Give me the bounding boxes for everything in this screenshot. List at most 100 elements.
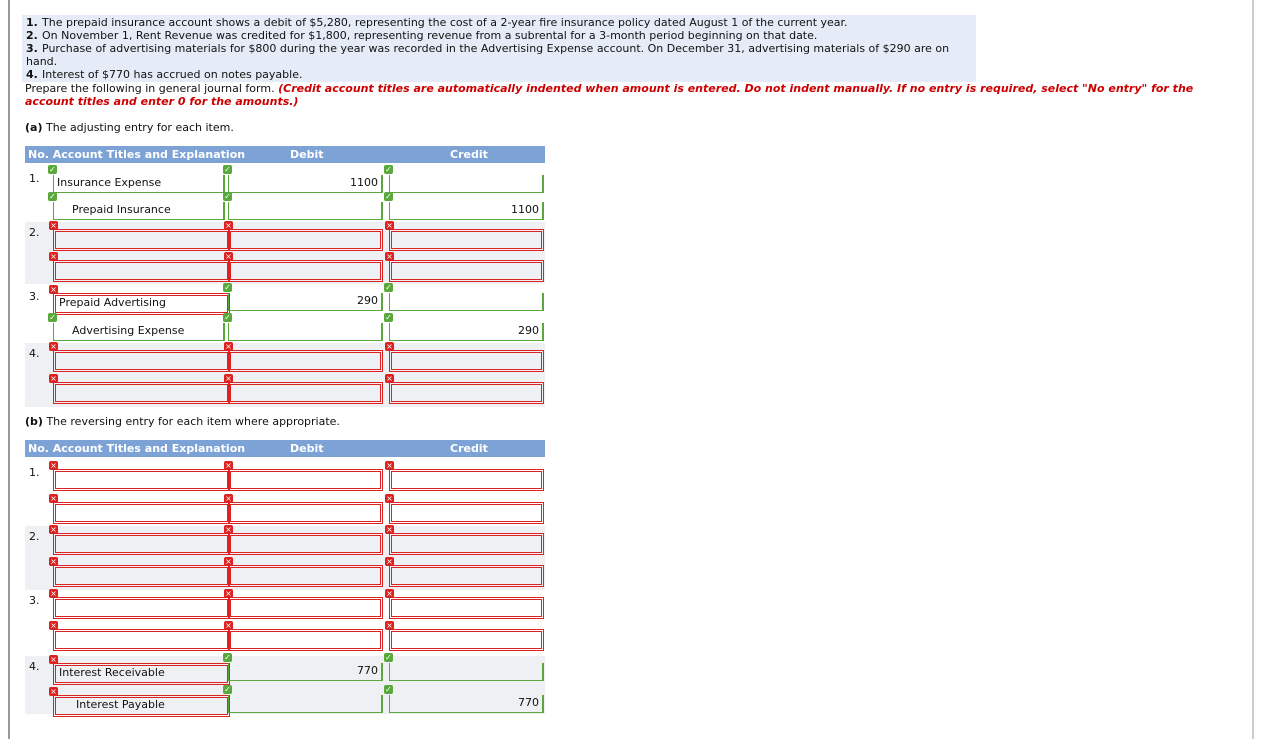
account-field[interactable]: × Interest Receivable xyxy=(49,655,230,685)
credit-field[interactable]: × xyxy=(385,621,544,651)
item-number: 3. xyxy=(26,42,38,55)
check-icon: ✓ xyxy=(223,283,232,292)
error-icon: × xyxy=(49,557,58,566)
account-field[interactable]: × Prepaid Advertising xyxy=(49,285,230,315)
error-icon: × xyxy=(385,525,394,534)
account-field[interactable]: ✓ Advertising Expense xyxy=(48,313,225,341)
item: 4. Interest of $770 has accrued on notes … xyxy=(26,68,972,81)
journal-row: × × × xyxy=(25,252,545,284)
credit-field[interactable]: × xyxy=(385,374,544,404)
debit-field[interactable]: × xyxy=(224,557,383,587)
credit-field[interactable]: ✓ xyxy=(384,653,544,681)
item-text: Interest of $770 has accrued on notes pa… xyxy=(42,68,303,81)
account-field[interactable]: × xyxy=(49,374,230,404)
credit-field[interactable]: ✓ 770 xyxy=(384,685,544,713)
account-value: Insurance Expense xyxy=(57,176,162,189)
debit-field[interactable]: × xyxy=(224,589,383,619)
journal-row: 3. × Prepaid Advertising ✓ 290 ✓ xyxy=(25,283,545,316)
account-field[interactable]: × xyxy=(49,621,230,651)
credit-field[interactable]: × xyxy=(385,252,544,282)
check-icon: ✓ xyxy=(48,313,57,322)
error-icon: × xyxy=(49,687,58,696)
journal-row: 2. × × × xyxy=(25,221,545,253)
credit-value: 1100 xyxy=(511,203,539,216)
credit-field[interactable]: ✓ 1100 xyxy=(384,192,544,220)
item-number: 1. xyxy=(26,16,38,29)
error-icon: × xyxy=(224,557,233,566)
debit-field[interactable]: ✓ xyxy=(223,313,383,341)
credit-field[interactable]: ✓ 290 xyxy=(384,313,544,341)
debit-field[interactable]: ✓ xyxy=(223,192,383,220)
error-icon: × xyxy=(385,374,394,383)
credit-field[interactable]: × xyxy=(385,525,544,555)
check-icon: ✓ xyxy=(384,165,393,174)
credit-field[interactable]: × xyxy=(385,494,544,524)
debit-field[interactable]: × xyxy=(224,621,383,651)
item-text: The prepaid insurance account shows a de… xyxy=(42,16,848,29)
debit-field[interactable]: ✓ 290 xyxy=(223,283,383,311)
debit-field[interactable]: × xyxy=(224,252,383,282)
journal-row: 2. × × × xyxy=(25,525,545,558)
header-credit: Credit xyxy=(450,442,488,455)
credit-field[interactable]: ✓ xyxy=(384,165,544,193)
error-icon: × xyxy=(385,342,394,351)
account-field[interactable]: ✓ Insurance Expense xyxy=(48,165,225,193)
error-icon: × xyxy=(49,525,58,534)
journal-row: 1. × × × xyxy=(25,461,545,495)
account-field[interactable]: × xyxy=(49,494,230,524)
account-field[interactable]: × xyxy=(49,525,230,555)
journal-row: 4. × × × xyxy=(25,342,545,375)
debit-field[interactable]: × xyxy=(224,525,383,555)
account-field[interactable]: × xyxy=(49,461,230,491)
debit-field[interactable]: × xyxy=(224,342,383,372)
frame xyxy=(8,0,1254,739)
debit-value: 1100 xyxy=(350,176,378,189)
part-prompt: The reversing entry for each item where … xyxy=(46,415,340,428)
debit-field[interactable]: ✓ xyxy=(223,685,383,713)
error-icon: × xyxy=(224,342,233,351)
error-icon: × xyxy=(224,525,233,534)
credit-field[interactable]: ✓ xyxy=(384,283,544,311)
debit-field[interactable]: × xyxy=(224,494,383,524)
debit-field[interactable]: ✓ 770 xyxy=(223,653,383,681)
account-field[interactable]: × xyxy=(49,252,230,282)
error-icon: × xyxy=(385,252,394,261)
account-value: Prepaid Advertising xyxy=(59,296,166,309)
entry-number: 1. xyxy=(29,172,40,185)
entry-number: 1. xyxy=(29,466,40,479)
debit-value: 770 xyxy=(357,664,378,677)
credit-field[interactable]: × xyxy=(385,221,544,251)
account-field[interactable]: × xyxy=(49,557,230,587)
credit-field[interactable]: × xyxy=(385,342,544,372)
journal-row: 4. × Interest Receivable ✓ 770 ✓ xyxy=(25,653,545,688)
account-field[interactable]: × xyxy=(49,221,230,251)
error-icon: × xyxy=(49,252,58,261)
error-icon: × xyxy=(49,621,58,630)
error-icon: × xyxy=(224,374,233,383)
account-field[interactable]: × xyxy=(49,342,230,372)
journal-row: ✓ Advertising Expense ✓ ✓ 290 xyxy=(25,313,545,344)
credit-value: 290 xyxy=(518,324,539,337)
journal-row: 1. ✓ Insurance Expense ✓ 1100 ✓ xyxy=(25,165,545,195)
entry-number: 4. xyxy=(29,660,40,673)
debit-field[interactable]: × xyxy=(224,221,383,251)
item: 2. On November 1, Rent Revenue was credit… xyxy=(26,29,972,42)
error-icon: × xyxy=(385,621,394,630)
account-field[interactable]: × xyxy=(49,589,230,619)
account-field[interactable]: × Interest Payable xyxy=(49,687,230,717)
error-icon: × xyxy=(224,252,233,261)
debit-field[interactable]: × xyxy=(224,461,383,491)
part-a-label: (a) The adjusting entry for each item. xyxy=(25,121,234,134)
problem-items: 1. The prepaid insurance account shows a … xyxy=(22,15,976,82)
credit-field[interactable]: × xyxy=(385,557,544,587)
credit-field[interactable]: × xyxy=(385,589,544,619)
account-field[interactable]: ✓ Prepaid Insurance xyxy=(48,192,225,220)
credit-field[interactable]: × xyxy=(385,461,544,491)
error-icon: × xyxy=(385,589,394,598)
check-icon: ✓ xyxy=(223,313,232,322)
debit-field[interactable]: × xyxy=(224,374,383,404)
debit-value: 290 xyxy=(357,294,378,307)
debit-field[interactable]: ✓ 1100 xyxy=(223,165,383,193)
error-icon: × xyxy=(224,221,233,230)
check-icon: ✓ xyxy=(48,192,57,201)
